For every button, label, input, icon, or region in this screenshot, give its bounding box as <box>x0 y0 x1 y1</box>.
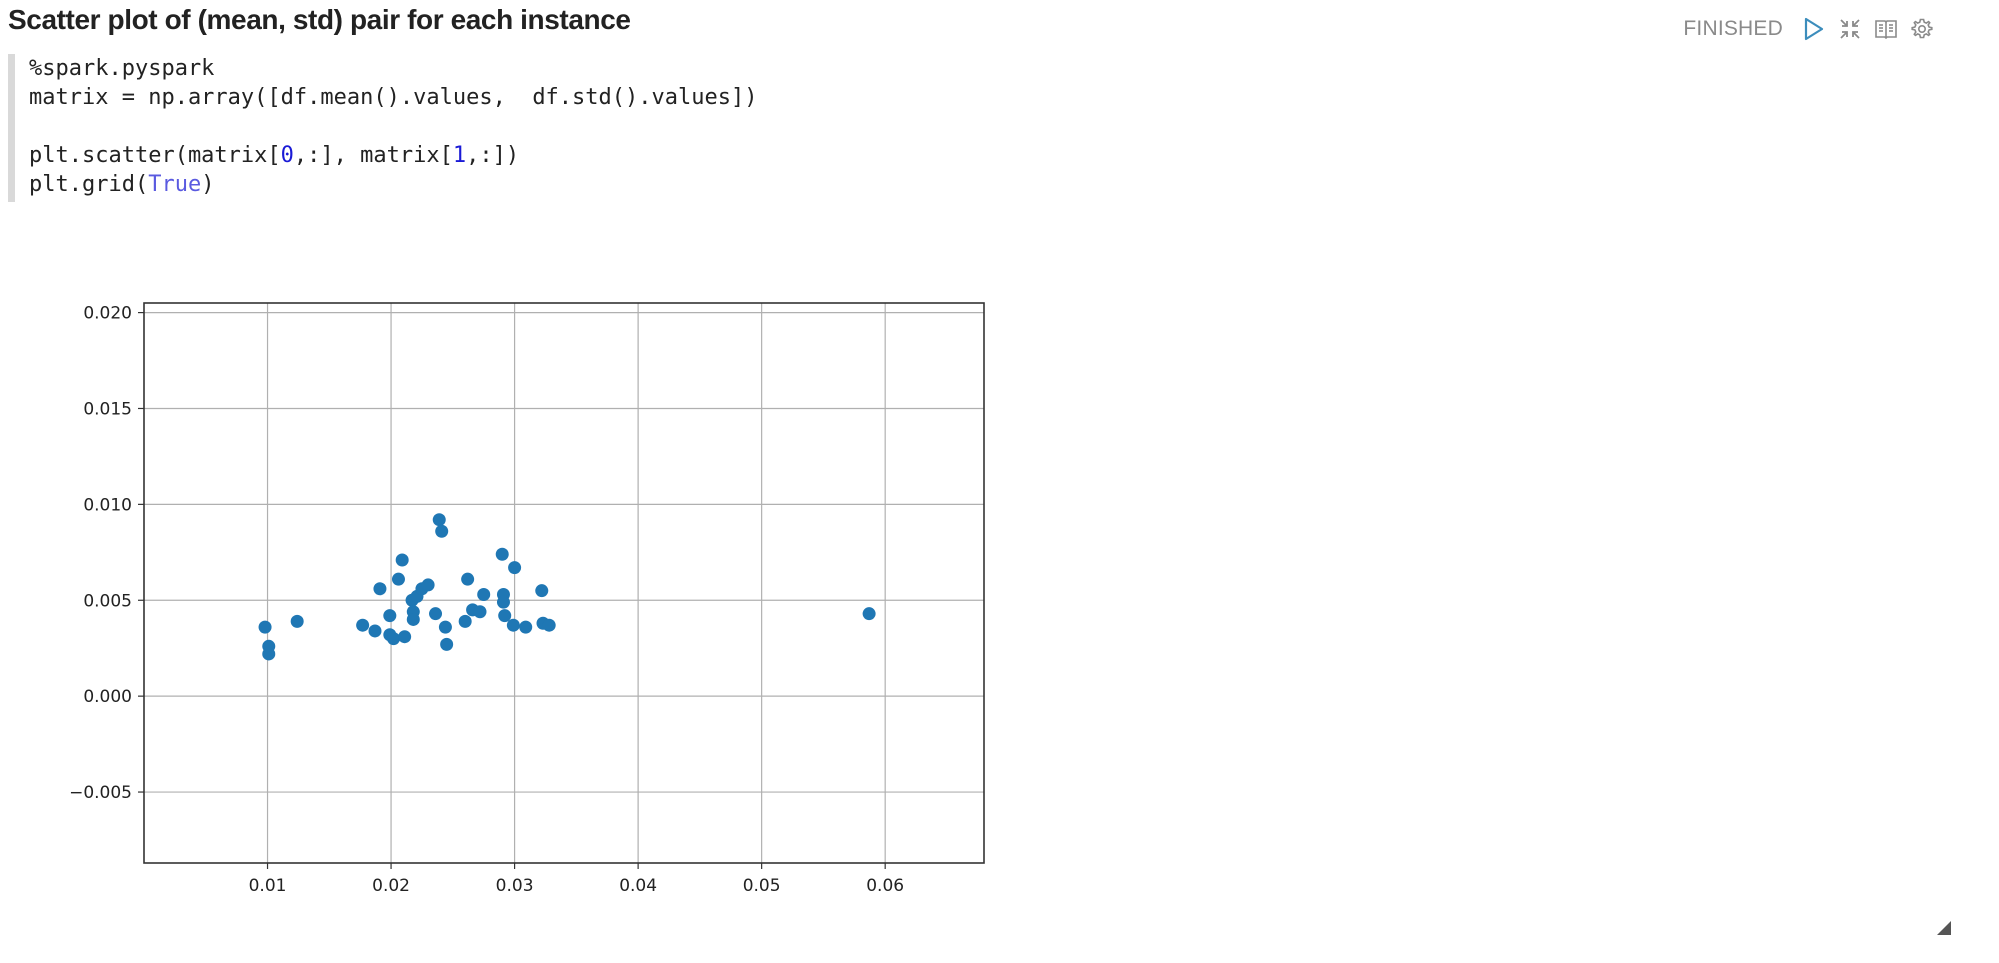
scatter-point <box>506 618 520 632</box>
scatter-point <box>421 578 435 592</box>
collapse-icon[interactable] <box>1837 16 1863 42</box>
scatter-point <box>398 630 412 644</box>
x-tick-label: 0.01 <box>249 876 287 896</box>
code-line[interactable]: plt.scatter(matrix[0,:], matrix[1,:]) <box>29 141 1208 170</box>
scatter-point <box>440 637 454 651</box>
x-tick-label: 0.04 <box>619 876 657 896</box>
code-token: plt.scatter(matrix[ <box>29 143 281 168</box>
scatter-point <box>429 607 443 621</box>
scatter-chart: 0.01 0.02 0.03 0.04 0.05 0.06 0.020 0.015 0.010 0… <box>69 302 985 896</box>
x-tick-label: 0.06 <box>866 876 904 896</box>
scatter-point <box>368 624 382 638</box>
x-tick-label: 0.02 <box>372 876 410 896</box>
scatter-point <box>496 595 510 609</box>
scatter-point <box>458 614 472 628</box>
code-line[interactable] <box>29 112 1208 141</box>
scatter-point <box>519 620 533 634</box>
paragraph-title[interactable]: Scatter plot of (mean, std) pair for eac… <box>8 4 631 35</box>
resize-handle-icon[interactable] <box>1937 921 1951 935</box>
code-line[interactable]: %spark.pyspark <box>29 56 215 81</box>
scatter-point <box>432 513 446 527</box>
y-tick-label: 0.015 <box>83 399 132 419</box>
y-tick-label: 0.010 <box>83 495 132 515</box>
x-tick-label: 0.03 <box>496 876 534 896</box>
plot-frame <box>143 302 985 864</box>
code-number: 0 <box>280 143 294 168</box>
y-tick-label: −0.005 <box>69 783 132 803</box>
scatter-point <box>373 582 387 596</box>
scatter-point <box>542 618 556 632</box>
scatter-point <box>498 609 512 623</box>
y-tick-label: 0.005 <box>83 591 132 611</box>
x-tick-label: 0.05 <box>743 876 781 896</box>
scatter-point <box>395 553 409 567</box>
scatter-point <box>461 572 475 586</box>
scatter-point <box>258 620 272 634</box>
scatter-point <box>473 605 487 619</box>
code-token: ,:]) <box>466 143 520 168</box>
code-token: ,:], matrix[ <box>293 143 453 168</box>
code-line[interactable]: plt.grid(True) <box>29 170 1208 199</box>
scatter-point <box>387 632 401 646</box>
scatter-point <box>406 612 420 626</box>
scatter-point <box>356 618 370 632</box>
code-editor[interactable]: %spark.pyspark matrix = np.array([df.mea… <box>8 54 1208 202</box>
gear-icon[interactable] <box>1909 16 1935 42</box>
y-tick-label: 0.000 <box>83 687 132 707</box>
scatter-point <box>862 607 876 621</box>
scatter-point <box>290 614 304 628</box>
code-token: ) <box>201 172 215 197</box>
scatter-point <box>477 588 491 602</box>
code-number: 1 <box>452 143 467 168</box>
paragraph-controls: FINISHED <box>1683 14 1935 44</box>
scatter-point <box>435 524 449 538</box>
y-tick-label: 0.020 <box>83 304 132 324</box>
scatter-point <box>383 609 397 623</box>
book-icon[interactable] <box>1873 16 1899 42</box>
scatter-point <box>508 561 522 575</box>
paragraph-result: 0.01 0.02 0.03 0.04 0.05 0.06 0.020 0.015 0.010 0… <box>40 280 1000 900</box>
scatter-point <box>495 547 509 561</box>
play-icon[interactable] <box>1801 16 1827 42</box>
status-badge: FINISHED <box>1683 17 1783 40</box>
code-token: plt.grid( <box>29 172 149 197</box>
code-line[interactable]: matrix = np.array([df.mean().values, df.… <box>29 85 758 110</box>
scatter-point <box>391 572 405 586</box>
code-keyword: True <box>148 172 202 197</box>
scatter-point <box>262 647 276 661</box>
scatter-point <box>535 584 549 598</box>
scatter-point <box>438 620 452 634</box>
